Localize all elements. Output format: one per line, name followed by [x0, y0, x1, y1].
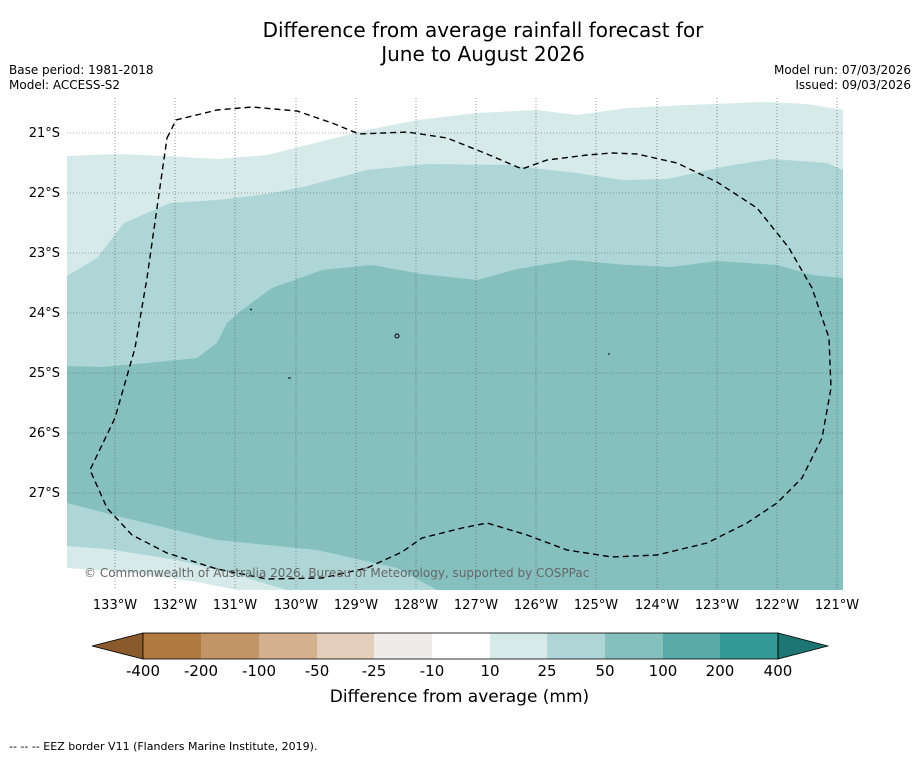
model-name: Model: ACCESS-S2: [9, 78, 121, 92]
eez-border: [89, 106, 832, 580]
model-run: Model run: 07/03/2026: [773, 63, 911, 77]
meta-right: Model run: 07/03/2026 Issued: 09/03/2026: [774, 63, 911, 93]
lon-label-124w: 124°W: [634, 598, 680, 613]
lon-label-127w: 127°W: [453, 598, 499, 613]
colorbar-tick-label: 100: [648, 662, 678, 680]
copyright-notice: © Commonwealth of Australia 2026, Bureau…: [84, 566, 590, 580]
lon-label-132w: 132°W: [152, 598, 198, 613]
gridlines: [67, 98, 843, 590]
colorbar-tick-label: 25: [537, 662, 557, 680]
lon-label-131w: 131°W: [212, 598, 258, 613]
colorbar-tick-label: -10: [419, 662, 445, 680]
issued-date: Issued: 09/03/2026: [795, 78, 911, 92]
map-title: Difference from average rainfall forecas…: [0, 18, 919, 66]
title-line-2: June to August 2026: [381, 42, 585, 66]
colorbar-segment-6: [432, 633, 490, 659]
colorbar-under-arrow: [91, 632, 144, 660]
colorbar-tick-label: -100: [241, 662, 277, 680]
colorbar-segment-2: [201, 633, 259, 659]
colorbar-segment-7: [490, 633, 547, 659]
colorbar-segment-11: [720, 633, 778, 659]
meta-left: Base period: 1981-2018 Model: ACCESS-S2: [9, 63, 154, 93]
lat-label-23s: 23°S: [28, 246, 60, 261]
band-50-100: [67, 260, 843, 590]
lat-label-24s: 24°S: [28, 306, 60, 321]
band-white-south: [67, 568, 237, 590]
colorbar-segment-9: [605, 633, 663, 659]
base-period: Base period: 1981-2018: [9, 63, 154, 77]
colorbar-segment-1: [143, 633, 201, 659]
colorbar-tick-label: -400: [125, 662, 161, 680]
eez-footnote: -- -- -- EEZ border V11 (Flanders Marine…: [9, 740, 318, 753]
colorbar-outline: [142, 632, 779, 660]
lat-label-25s: 25°S: [28, 366, 60, 381]
colorbar-tick-label: 10: [480, 662, 500, 680]
title-line-1: Difference from average rainfall forecas…: [262, 18, 704, 42]
colorbar-segment-10: [663, 633, 720, 659]
colorbar-tick-label: 200: [705, 662, 735, 680]
lon-label-125w: 125°W: [573, 598, 619, 613]
lat-label-22s: 22°S: [28, 186, 60, 201]
colorbar-segment-5: [374, 633, 432, 659]
lat-label-26s: 26°S: [28, 426, 60, 441]
lon-label-123w: 123°W: [694, 598, 740, 613]
lat-label-21s: 21°S: [28, 126, 60, 141]
lon-label-129w: 129°W: [333, 598, 379, 613]
lon-label-121w: 121°W: [814, 598, 860, 613]
colorbar: [91, 632, 829, 660]
rainfall-map: [67, 98, 843, 590]
colorbar-tick-label: -25: [361, 662, 387, 680]
colorbar-segment-3: [259, 633, 317, 659]
lon-label-126w: 126°W: [513, 598, 559, 613]
colorbar-over-arrow: [777, 632, 829, 660]
lat-label-27s: 27°S: [28, 486, 60, 501]
map-panel: [67, 98, 843, 590]
colorbar-title: Difference from average (mm): [329, 687, 590, 707]
lon-label-130w: 130°W: [273, 598, 319, 613]
colorbar-tick-label: -200: [183, 662, 219, 680]
lon-label-122w: 122°W: [754, 598, 800, 613]
colorbar-segment-4: [317, 633, 374, 659]
colorbar-tick-label: 50: [595, 662, 615, 680]
colorbar-segment-8: [547, 633, 605, 659]
colorbar-tick-label: 400: [763, 662, 793, 680]
colorbar-tick-label: -50: [304, 662, 330, 680]
lon-label-133w: 133°W: [92, 598, 138, 613]
lon-label-128w: 128°W: [393, 598, 439, 613]
island-marks: [249, 308, 610, 379]
